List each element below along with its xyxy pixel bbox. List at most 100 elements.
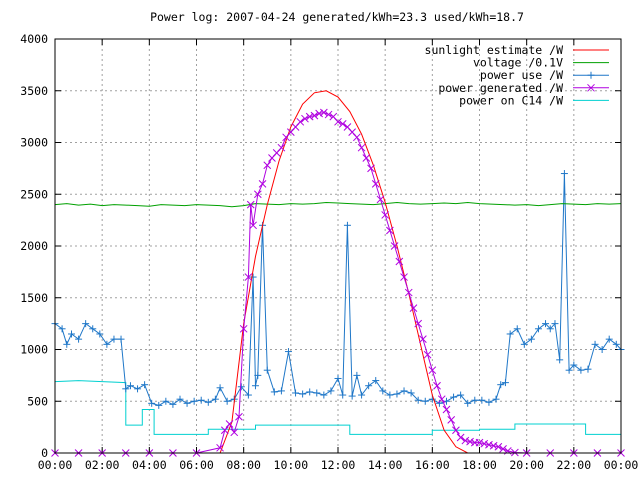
data-point (343, 123, 352, 131)
x-tick-label: 08:00 (226, 458, 261, 472)
data-point (395, 257, 404, 266)
data-point (315, 109, 323, 118)
data-point (263, 161, 272, 170)
data-point (353, 133, 361, 142)
series-power-generated-w (51, 108, 625, 457)
data-point (511, 448, 519, 457)
y-tick-label: 500 (27, 394, 48, 408)
x-tick-label: 00:00 (604, 458, 639, 472)
data-point (433, 381, 441, 390)
grid-lines (55, 39, 621, 453)
data-point (381, 211, 390, 219)
data-point (461, 436, 470, 445)
series-line (55, 111, 621, 454)
data-point (409, 304, 418, 312)
data-point (329, 112, 338, 121)
series-voltage-0-1v (54, 201, 622, 208)
legend-label: power generated /W (438, 81, 563, 95)
y-tick-label: 2500 (20, 187, 48, 201)
series-power-on-c14-w (54, 380, 621, 435)
x-axis-ticks: 00:00 02:00 04:00 06:00 08:00 10:00 12:00 14:00… (38, 39, 639, 472)
y-axis-ticks: 0 500 1000 1500 2000 2500 3000 3500 4000 (20, 32, 621, 460)
series-sunlight-estimate-w (55, 90, 621, 454)
data-point (230, 428, 239, 437)
data-point (452, 426, 460, 435)
data-point (371, 180, 380, 188)
data-point (246, 200, 255, 209)
data-point (485, 440, 493, 449)
data-point (404, 288, 413, 297)
data-point (466, 437, 474, 446)
series-layer (51, 90, 625, 457)
data-point (489, 441, 498, 450)
data-point (376, 195, 385, 204)
plot-frame (54, 38, 622, 454)
series-line (54, 173, 622, 406)
data-point (456, 433, 465, 442)
data-point (334, 117, 342, 126)
x-tick-label: 10:00 (274, 458, 309, 472)
y-tick-label: 4000 (20, 32, 48, 46)
legend-label: power on C14 /W (459, 93, 563, 107)
x-tick-label: 22:00 (557, 458, 592, 472)
data-point (225, 420, 234, 428)
y-tick-label: 2000 (20, 239, 48, 253)
legend-label: power use /W (480, 68, 563, 82)
data-point (386, 226, 394, 235)
x-tick-label: 02:00 (85, 458, 120, 472)
data-point (258, 180, 267, 188)
data-point (357, 143, 366, 152)
series-power-use-w (51, 170, 625, 409)
x-tick-label: 12:00 (321, 458, 356, 472)
legend-label: voltage /0.1V (473, 56, 563, 70)
data-point (301, 114, 309, 123)
data-point (239, 324, 248, 333)
data-point (475, 438, 484, 447)
x-tick-label: 20:00 (509, 458, 544, 472)
data-point (296, 117, 305, 126)
data-point (253, 190, 262, 199)
x-tick-label: 18:00 (462, 458, 497, 472)
data-point (419, 335, 427, 344)
data-point (390, 242, 399, 250)
data-point (437, 395, 446, 404)
data-point (423, 350, 432, 359)
data-point (277, 143, 286, 152)
data-point (305, 112, 314, 121)
y-tick-label: 3500 (20, 84, 48, 98)
data-point (362, 154, 371, 162)
data-point (494, 442, 503, 451)
data-point (480, 439, 489, 448)
data-point (499, 445, 507, 453)
x-tick-label: 16:00 (415, 458, 450, 472)
data-point (414, 319, 423, 328)
data-point (587, 83, 595, 92)
data-point (367, 164, 375, 173)
x-tick-label: 00:00 (38, 458, 73, 472)
x-tick-label: 14:00 (368, 458, 403, 472)
data-point (310, 111, 319, 120)
y-tick-label: 3000 (20, 136, 48, 150)
data-point (249, 221, 257, 230)
data-point (400, 273, 408, 281)
legend-label: sunlight estimate /W (425, 43, 564, 57)
data-point (220, 426, 229, 435)
y-tick-label: 1500 (20, 291, 48, 305)
y-tick-label: 0 (41, 446, 48, 460)
data-point (244, 273, 253, 281)
x-tick-label: 06:00 (179, 458, 214, 472)
y-tick-label: 1000 (20, 343, 48, 357)
chart-title: Power log: 2007-04-24 generated/kWh=23.3… (150, 10, 524, 24)
series-line (54, 380, 621, 435)
data-point (348, 128, 357, 137)
data-point (216, 443, 224, 452)
data-point (319, 108, 328, 117)
data-point (447, 416, 456, 424)
series-line (54, 201, 622, 208)
data-point (442, 405, 451, 414)
series-line (55, 90, 621, 454)
data-point (338, 120, 347, 128)
data-point (235, 412, 243, 421)
data-point (428, 366, 437, 375)
